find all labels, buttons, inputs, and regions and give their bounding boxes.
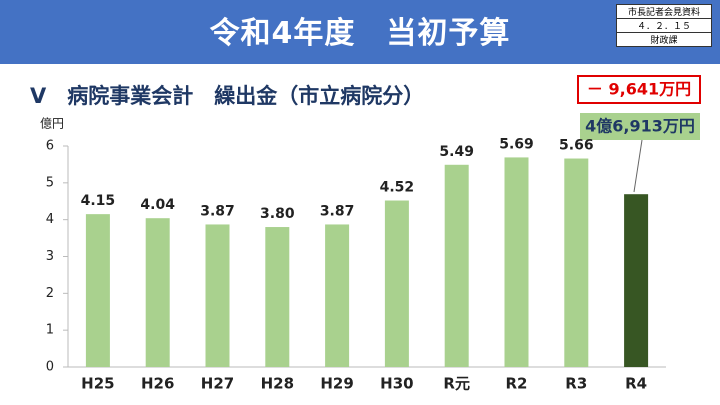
x-tick-label: H28 [261,375,294,393]
value-label: 4.04 [140,197,175,213]
value-label: 5.49 [439,144,474,160]
bar [85,214,110,367]
x-tick-label: H30 [380,375,413,393]
y-tick-label: 5 [46,175,54,190]
annotation: 4億6,913万円 [585,117,695,136]
header-band [0,0,720,64]
bar [444,164,469,367]
y-tick-label: 1 [46,323,54,338]
bar [265,227,290,367]
x-tick-label: R4 [625,375,647,393]
y-tick-label: 6 [46,139,54,154]
value-label: 4.52 [380,180,415,196]
bar [205,224,230,367]
bar [325,224,350,367]
bar [624,194,649,367]
value-label: 3.87 [200,203,235,219]
y-tick-label: 2 [46,286,54,301]
x-tick-label: H26 [141,375,174,393]
annotation-box [580,113,700,140]
bar [384,200,409,367]
annotation-leader [633,139,643,193]
stamp: 市長記者会見資料 ４．２．１５ 財政課 [616,4,712,47]
value-label: 5.69 [499,136,534,152]
x-tick-label: H29 [320,375,353,393]
value-label: 3.80 [260,206,295,222]
x-tick-label: H25 [81,375,114,393]
annotation-box [577,75,701,104]
x-tick-label: H27 [201,375,234,393]
x-tick-label: R3 [565,375,587,393]
stamp-line: 財政課 [616,32,712,47]
chart-title: V 病院事業会計 繰出金（市立病院分） [30,84,424,108]
bar [504,157,529,367]
value-label: 5.66 [559,138,594,154]
x-tick-label: R2 [506,375,528,393]
value-label: 3.87 [320,203,355,219]
y-axis-label: 億円 [40,117,64,131]
bar [145,218,170,367]
y-tick-label: 3 [46,249,54,264]
y-tick-label: 0 [46,360,54,375]
x-tick-label: R元 [443,375,470,393]
annotation: － 9,641万円 [587,80,691,99]
bar [564,158,589,367]
y-tick-label: 4 [46,212,54,227]
slide-title: 令和4年度 当初予算 [209,16,511,51]
value-label: 4.15 [81,193,116,209]
